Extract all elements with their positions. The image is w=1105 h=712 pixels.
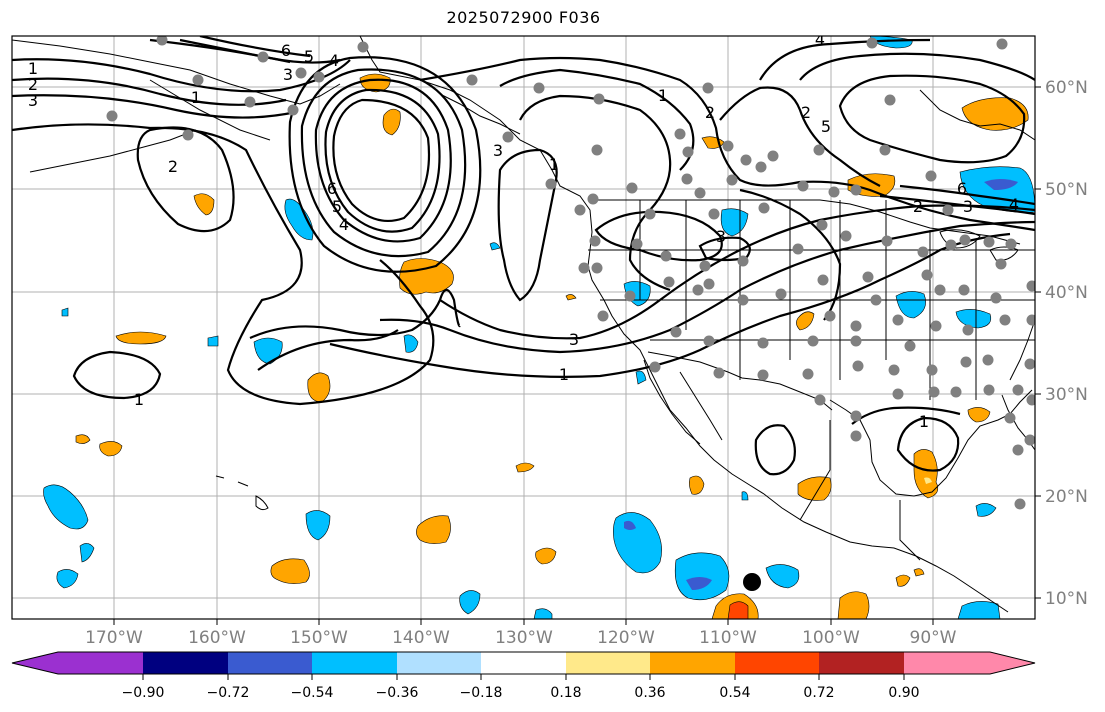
contour-label: 5	[821, 117, 831, 136]
lat-label: 50°N	[1045, 180, 1088, 200]
lat-label: 60°N	[1045, 78, 1088, 98]
colorbar-outline	[11, 651, 1036, 675]
colorbar-tick-label: −0.54	[291, 685, 334, 701]
colorbar-segment	[819, 652, 904, 674]
colorbar: −0.90 −0.72 −0.54 −0.36 −0.18 0.18 0.36 …	[11, 651, 1036, 701]
latitude-labels: 60°N 50°N 40°N 30°N 20°N 10°N	[1045, 78, 1088, 609]
station-dots	[106, 36, 1035, 510]
lon-label: 130°W	[495, 628, 553, 648]
contour-label: 1	[919, 412, 929, 431]
colorbar-segment	[143, 652, 228, 674]
contour-label: 3	[716, 227, 726, 246]
lon-label: 110°W	[699, 628, 757, 648]
lon-label: 100°W	[802, 628, 860, 648]
colorbar-tick-label: 0.54	[719, 685, 750, 701]
contour-label: 2	[913, 197, 923, 216]
contour-label: 1	[549, 155, 559, 174]
contour-label: 4	[339, 215, 349, 234]
contour-label: 5	[304, 47, 314, 66]
contour-label: 3	[569, 330, 579, 349]
lon-label: 150°W	[290, 628, 348, 648]
map-title: 2025072900 F036	[446, 8, 601, 27]
colorbar-tick-labels: −0.90 −0.72 −0.54 −0.36 −0.18 0.18 0.36 …	[122, 685, 920, 701]
contour-label: 2	[801, 103, 811, 122]
contour-label: 1	[191, 88, 201, 107]
contour-label: 5	[332, 197, 342, 216]
contour-label: 2	[705, 103, 715, 122]
contour-label: 1	[559, 365, 569, 384]
contour-label: 3	[283, 65, 293, 84]
contour-label: 6	[281, 41, 291, 60]
contour-label: 3	[963, 197, 973, 216]
graticule	[12, 36, 1035, 619]
colorbar-segment	[397, 652, 481, 674]
contour-lines	[12, 36, 1035, 476]
lon-label: 160°W	[188, 628, 246, 648]
lat-label: 30°N	[1045, 385, 1088, 405]
contour-label: 3	[28, 91, 38, 110]
colorbar-segment	[904, 652, 1035, 674]
lat-label: 10°N	[1045, 589, 1088, 609]
contour-label: 3	[493, 141, 503, 160]
colorbar-segment	[12, 652, 143, 674]
marker-dot	[743, 573, 761, 591]
colorbar-segment	[566, 652, 650, 674]
contour-label: 4	[329, 51, 339, 70]
lon-label: 140°W	[392, 628, 450, 648]
contour-label: 6	[327, 179, 337, 198]
contour-label: 4	[815, 30, 825, 49]
colorbar-segment	[735, 652, 819, 674]
lon-label: 120°W	[597, 628, 655, 648]
colorbar-tick-label: −0.18	[460, 685, 503, 701]
lon-label: 90°W	[910, 628, 957, 648]
colorbar-tick-label: −0.36	[376, 685, 419, 701]
lat-label: 40°N	[1045, 283, 1088, 303]
lon-label: 170°W	[85, 628, 143, 648]
colorbar-tick-label: 0.36	[634, 685, 665, 701]
colorbar-segment	[312, 652, 397, 674]
contour-label: 6	[957, 179, 967, 198]
contour-label: 2	[28, 75, 38, 94]
colorbar-tick-label: −0.90	[122, 685, 165, 701]
colorbar-segment	[481, 652, 566, 674]
contour-label: 1	[134, 390, 144, 409]
longitude-labels: 170°W 160°W 150°W 140°W 130°W 120°W 110°…	[85, 628, 957, 648]
contour-label: 1	[28, 59, 38, 78]
lat-label: 20°N	[1045, 487, 1088, 507]
colorbar-tick-label: 0.18	[550, 685, 581, 701]
contour-label: 4	[1009, 195, 1019, 214]
contour-label-group: 1 2 3 6 5 4 3 1 2 6 5 4 1 2 3 1 2 5 6 2 …	[28, 30, 1019, 431]
colorbar-segment	[228, 652, 312, 674]
colorbar-tick-label: −0.72	[207, 685, 250, 701]
colorbar-tick-label: 0.90	[888, 685, 919, 701]
colorbar-tick-label: 0.72	[803, 685, 834, 701]
filled-anomaly-patches	[43, 36, 1035, 619]
contour-label: 1	[658, 86, 668, 105]
colorbar-segment	[650, 652, 735, 674]
contour-label: 2	[168, 157, 178, 176]
